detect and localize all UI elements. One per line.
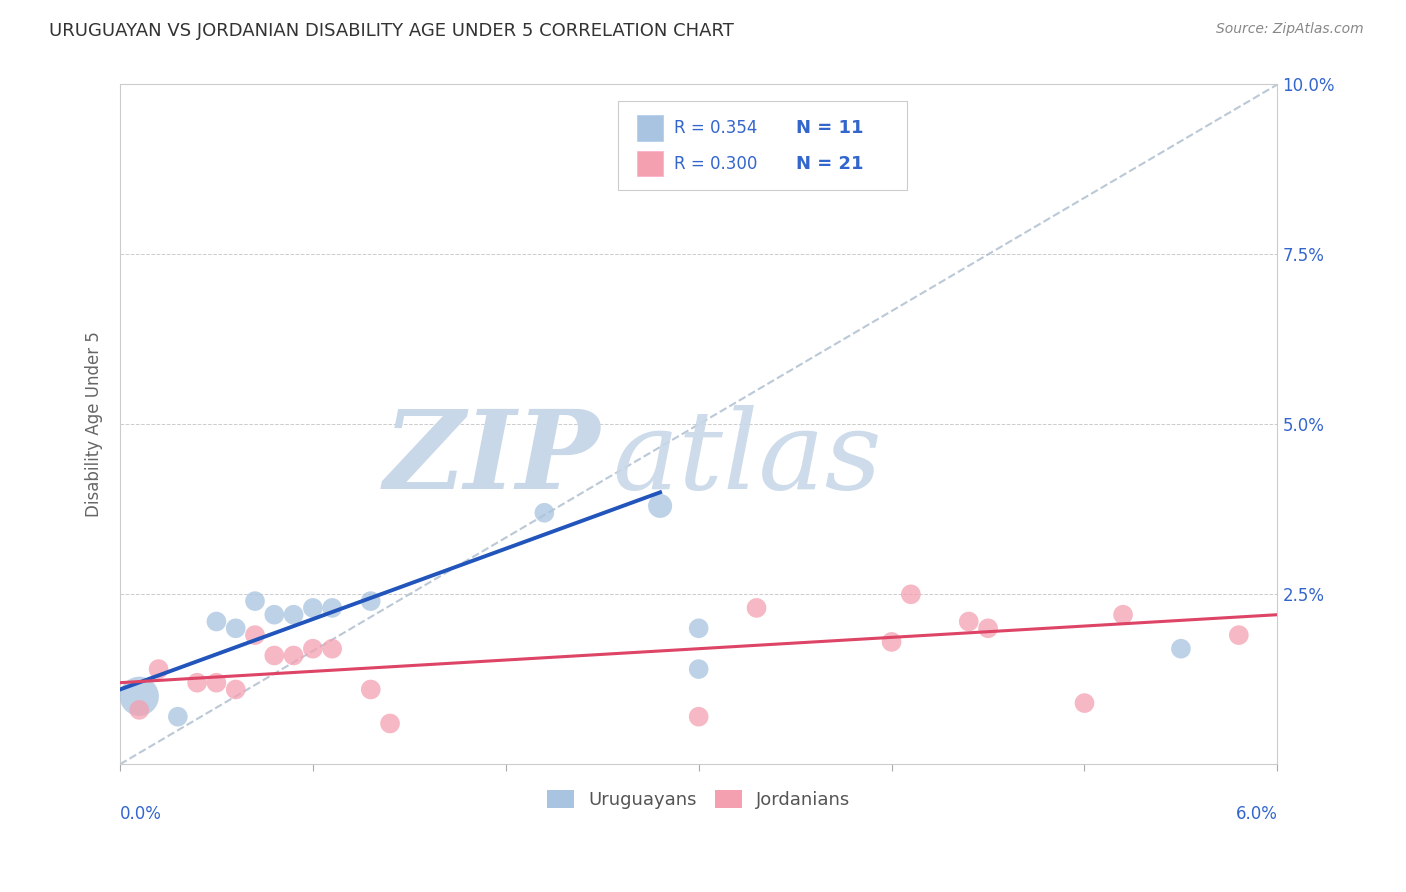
Point	[205, 675, 228, 690]
Point	[360, 682, 382, 697]
Point	[1073, 696, 1095, 710]
Point	[243, 628, 266, 642]
Point	[1227, 628, 1250, 642]
Point	[186, 675, 208, 690]
Point	[688, 662, 710, 676]
Point	[148, 662, 170, 676]
Point	[648, 499, 671, 513]
Point	[977, 621, 1000, 635]
Point	[378, 716, 401, 731]
Point	[1112, 607, 1135, 622]
Text: N = 11: N = 11	[796, 119, 863, 136]
Point	[1170, 641, 1192, 656]
Bar	[637, 151, 662, 177]
Point	[533, 506, 555, 520]
Point	[321, 641, 343, 656]
Point	[283, 607, 305, 622]
Y-axis label: Disability Age Under 5: Disability Age Under 5	[86, 332, 103, 517]
Bar	[637, 115, 662, 141]
Point	[321, 601, 343, 615]
Point	[302, 641, 325, 656]
Point	[900, 587, 922, 601]
Text: R = 0.300: R = 0.300	[675, 154, 758, 172]
Point	[880, 635, 903, 649]
Point	[283, 648, 305, 663]
Text: 6.0%: 6.0%	[1236, 805, 1278, 823]
Point	[205, 615, 228, 629]
Text: ZIP: ZIP	[384, 405, 600, 512]
Point	[688, 621, 710, 635]
Text: atlas: atlas	[612, 405, 882, 512]
Text: N = 21: N = 21	[796, 154, 863, 172]
Point	[263, 648, 285, 663]
Point	[243, 594, 266, 608]
Legend: Uruguayans, Jordanians: Uruguayans, Jordanians	[540, 782, 858, 816]
Point	[745, 601, 768, 615]
Point	[302, 601, 325, 615]
Point	[128, 690, 150, 704]
Point	[128, 703, 150, 717]
Text: R = 0.354: R = 0.354	[675, 119, 758, 136]
Text: URUGUAYAN VS JORDANIAN DISABILITY AGE UNDER 5 CORRELATION CHART: URUGUAYAN VS JORDANIAN DISABILITY AGE UN…	[49, 22, 734, 40]
Text: Source: ZipAtlas.com: Source: ZipAtlas.com	[1216, 22, 1364, 37]
Text: 0.0%: 0.0%	[120, 805, 162, 823]
Point	[166, 709, 188, 723]
Point	[688, 709, 710, 723]
Point	[225, 682, 247, 697]
Point	[263, 607, 285, 622]
FancyBboxPatch shape	[617, 102, 907, 190]
Point	[225, 621, 247, 635]
Point	[957, 615, 980, 629]
Point	[360, 594, 382, 608]
